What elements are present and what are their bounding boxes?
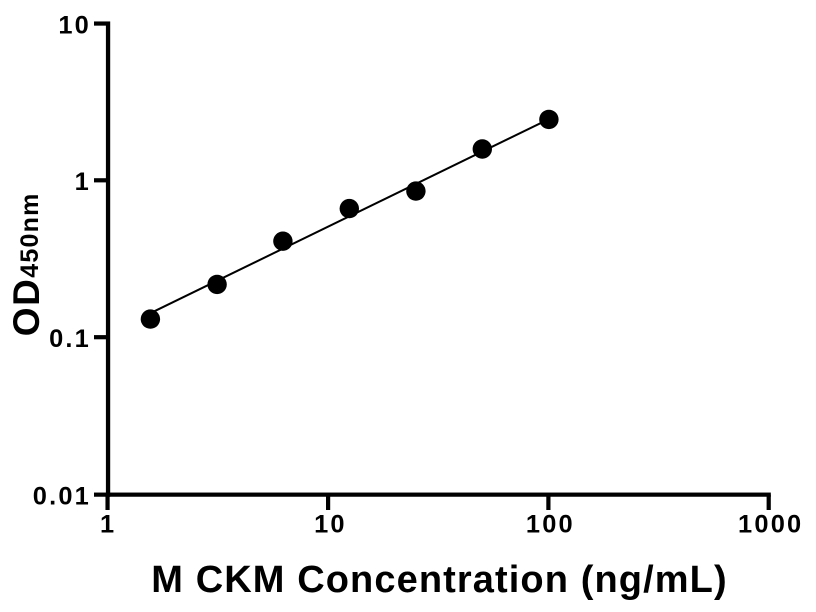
svg-text:1: 1 [75,168,91,196]
svg-text:1: 1 [100,511,116,539]
svg-text:M CKM Concentration (ng/mL): M CKM Concentration (ng/mL) [151,559,727,601]
svg-text:0.01: 0.01 [33,483,91,511]
svg-text:100: 100 [526,511,575,539]
svg-text:10: 10 [58,12,91,40]
svg-text:1000: 1000 [738,511,803,539]
svg-text:OD450nm: OD450nm [6,192,47,336]
svg-text:10: 10 [314,511,347,539]
svg-text:0.1: 0.1 [49,325,91,353]
